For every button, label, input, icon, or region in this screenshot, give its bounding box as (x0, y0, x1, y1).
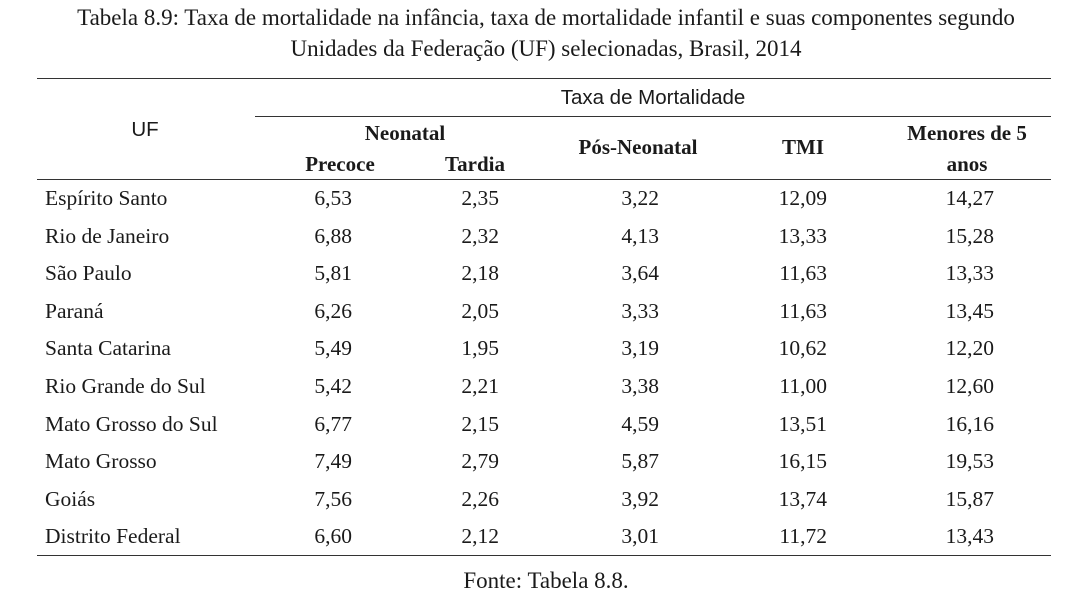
cell-tmi: 10,62 (778, 336, 827, 361)
cell-tardia: 2,18 (461, 261, 499, 286)
table-row: Santa Catarina 5,49 1,95 3,19 10,62 12,2… (37, 329, 1051, 367)
cell-pos-neonatal: 3,19 (621, 336, 659, 361)
cell-uf: Mato Grosso (45, 449, 157, 474)
cell-tmi: 11,00 (779, 374, 827, 398)
cell-tmi: 16,15 (778, 449, 827, 474)
cell-tardia: 2,26 (461, 486, 499, 511)
table-body: Espírito Santo 6,53 2,35 3,22 12,09 14,2… (37, 179, 1051, 555)
cell-pos-neonatal: 4,13 (621, 223, 659, 248)
cell-precoce: 5,49 (314, 336, 352, 361)
cell-tardia: 1,95 (461, 336, 499, 361)
table-row: São Paulo 5,81 2,18 3,64 11,63 13,33 (37, 254, 1051, 292)
table-row: Distrito Federal 6,60 2,12 3,01 11,72 13… (37, 517, 1051, 555)
cell-tardia: 2,15 (461, 411, 499, 436)
table-row: Mato Grosso 7,49 2,79 5,87 16,15 19,53 (37, 442, 1051, 480)
header-precoce: Precoce (305, 152, 375, 176)
cell-tmi: 11,72 (779, 524, 827, 549)
cell-precoce: 6,77 (314, 411, 352, 436)
cell-tardia: 2,79 (461, 449, 499, 474)
bottom-rule (37, 555, 1051, 556)
header-pos-neonatal: Pós-Neonatal (578, 135, 698, 159)
cell-menores-5: 14,27 (945, 186, 994, 210)
cell-menores-5: 12,60 (945, 374, 994, 398)
cell-menores-5: 15,87 (945, 486, 994, 511)
cell-precoce: 6,88 (314, 223, 352, 248)
cell-pos-neonatal: 3,33 (621, 298, 659, 323)
cell-precoce: 6,26 (314, 298, 352, 323)
cell-menores-5: 12,20 (945, 336, 994, 361)
group-rule (255, 116, 1051, 117)
cell-uf: Distrito Federal (45, 524, 181, 549)
cell-tardia: 2,21 (461, 374, 499, 398)
cell-pos-neonatal: 3,38 (621, 374, 659, 398)
header-taxa-de-mortalidade: Taxa de Mortalidade (560, 86, 746, 109)
header-rule (37, 179, 1051, 180)
cell-pos-neonatal: 3,92 (621, 486, 659, 511)
table-row: Rio Grande do Sul 5,42 2,21 3,38 11,00 1… (37, 367, 1051, 405)
cell-tmi: 11,63 (779, 298, 827, 323)
header-menores-5-line1: Menores de 5 (907, 121, 1027, 145)
header-uf: UF (131, 118, 159, 141)
cell-menores-5: 13,43 (945, 524, 994, 549)
cell-uf: Mato Grosso do Sul (45, 411, 218, 436)
cell-uf: Santa Catarina (45, 336, 171, 361)
cell-tmi: 13,33 (778, 223, 827, 248)
table-row: Goiás 7,56 2,26 3,92 13,74 15,87 (37, 480, 1051, 518)
cell-precoce: 5,42 (314, 374, 352, 398)
cell-menores-5: 15,28 (945, 223, 994, 248)
cell-menores-5: 13,33 (945, 261, 994, 286)
cell-pos-neonatal: 5,87 (621, 449, 659, 474)
cell-tmi: 12,09 (778, 186, 827, 210)
cell-tardia: 2,12 (461, 524, 499, 549)
header-tardia: Tardia (445, 152, 505, 176)
top-rule (37, 78, 1051, 79)
header-tmi: TMI (782, 135, 824, 159)
cell-precoce: 7,56 (314, 486, 352, 511)
cell-uf: Goiás (45, 486, 96, 511)
table-row: Espírito Santo 6,53 2,35 3,22 12,09 14,2… (37, 179, 1051, 217)
cell-precoce: 6,60 (314, 524, 352, 549)
cell-tmi: 11,63 (779, 261, 827, 286)
cell-uf: Paraná (45, 298, 104, 323)
cell-menores-5: 13,45 (945, 298, 994, 323)
header-neonatal: Neonatal (364, 121, 446, 145)
cell-precoce: 7,49 (314, 449, 352, 474)
cell-pos-neonatal: 3,01 (621, 524, 659, 549)
cell-uf: Rio de Janeiro (45, 223, 170, 248)
caption-line-1: Tabela 8.9: Taxa de mortalidade na infân… (77, 5, 1015, 30)
table-row: Mato Grosso do Sul 6,77 2,15 4,59 13,51 … (37, 405, 1051, 443)
cell-tardia: 2,05 (461, 298, 499, 323)
cell-tmi: 13,51 (778, 411, 827, 436)
cell-tmi: 13,74 (778, 486, 827, 511)
cell-pos-neonatal: 3,22 (621, 186, 659, 210)
table-source-note: Fonte: Tabela 8.8. (463, 568, 629, 593)
cell-pos-neonatal: 3,64 (621, 261, 659, 286)
cell-tardia: 2,35 (461, 186, 499, 210)
table-row: Paraná 6,26 2,05 3,33 11,63 13,45 (37, 292, 1051, 330)
cell-menores-5: 16,16 (945, 411, 994, 436)
table-row: Rio de Janeiro 6,88 2,32 4,13 13,33 15,2… (37, 217, 1051, 255)
header-menores-5-line2: anos (946, 152, 988, 176)
cell-menores-5: 19,53 (945, 449, 994, 474)
cell-uf: Rio Grande do Sul (45, 374, 206, 398)
cell-uf: São Paulo (45, 261, 132, 286)
cell-precoce: 5,81 (314, 261, 352, 286)
cell-uf: Espírito Santo (45, 186, 168, 210)
caption-line-2: Unidades da Federação (UF) selecionadas,… (290, 36, 802, 61)
table-caption: Tabela 8.9: Taxa de mortalidade na infân… (0, 2, 1092, 64)
cell-precoce: 6,53 (314, 186, 352, 210)
cell-pos-neonatal: 4,59 (621, 411, 659, 436)
cell-tardia: 2,32 (461, 223, 499, 248)
